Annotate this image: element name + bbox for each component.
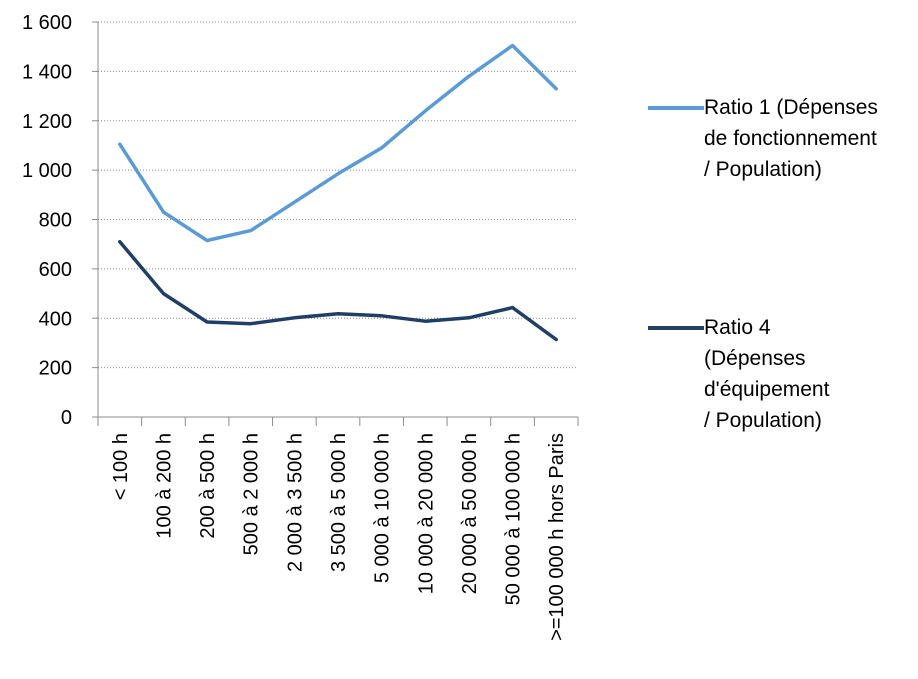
y-tick-label: 800 [39,210,72,232]
y-tick-label: 200 [39,358,72,380]
x-tick-label: 2 000 à 3 500 h [284,433,306,572]
y-tick-labels: 0 200 400 600 800 1 000 1 200 1 400 1 600 [22,12,72,429]
legend-entry-ratio-4: Ratio 4 (Dépenses d'équipement / Populat… [648,312,914,436]
legend-swatch-ratio-1 [648,106,704,110]
x-tick-label: 20 000 à 50 000 h [459,433,481,594]
y-tick-label: 1 400 [22,61,72,83]
x-tick-label: 200 à 500 h [197,433,219,539]
x-tick-label: 3 500 à 5 000 h [328,433,350,572]
legend-label-line: Ratio 4 [704,316,771,339]
x-tick-label: >=100 000 h hors Paris [546,433,568,641]
y-tick-label: 1 600 [22,12,72,34]
legend-label-line: de fonctionnement [704,127,877,150]
legend-entry-ratio-1: Ratio 1 (Dépenses de fonctionnement / Po… [648,92,914,185]
legend-label-line: Ratio 1 (Dépenses [704,96,878,119]
series-lines [118,43,558,342]
y-tick-label: 1 200 [22,111,72,133]
legend-label-line: / Population) [704,409,822,432]
legend-label-line: (Dépenses [704,347,806,370]
x-tick-label: 50 000 à 100 000 h [503,433,525,605]
legend-label-line: / Population) [704,158,822,181]
gridlines [98,21,578,369]
x-tick-label: 500 à 2 000 h [241,433,263,555]
legend-label-line: d'équipement [704,378,830,401]
x-tick-label: 100 à 200 h [153,433,175,539]
y-tick-label: 400 [39,308,72,330]
y-tick-label: 0 [61,407,72,429]
legend-swatch-ratio-4 [648,326,704,330]
y-tick-label: 1 000 [22,160,72,182]
y-tick-label: 600 [39,259,72,281]
x-tick-label: < 100 h [110,433,132,500]
line-chart: 0 200 400 600 800 1 000 1 200 1 400 1 600 < 100 … [22,12,579,641]
legend-label-ratio-4: Ratio 4 (Dépenses d'équipement / Populat… [704,312,914,436]
x-tick-label: 10 000 à 20 000 h [415,433,437,594]
series-line-ratio-1 [118,43,558,243]
series-line-ratio-4 [118,239,558,342]
legend-label-ratio-1: Ratio 1 (Dépenses de fonctionnement / Po… [704,92,914,185]
axes [92,21,579,426]
x-tick-labels: < 100 h 100 à 200 h 200 à 500 h 500 à 2 000… [110,433,568,641]
x-tick-label: 5 000 à 10 000 h [372,433,394,583]
